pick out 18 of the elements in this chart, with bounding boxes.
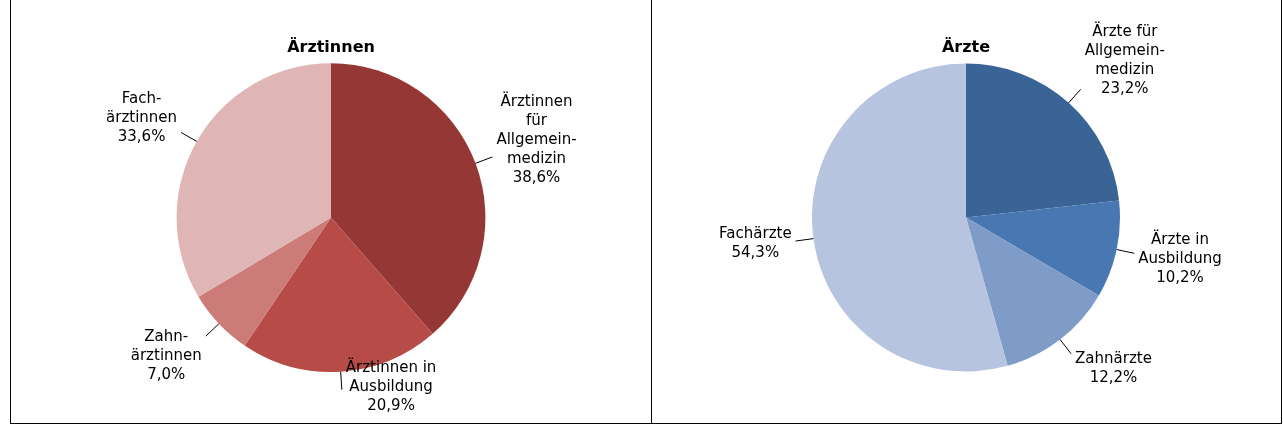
slice-label: Ärzte in Ausbildung — [1138, 229, 1222, 268]
data-label: 54,3% — [731, 243, 780, 262]
slice-label: Ärztinnen in Ausbildung — [345, 357, 437, 396]
slice-label: Ärztinnen für Allgemein- medizin — [496, 91, 577, 168]
data-label: 23,2% — [1100, 79, 1149, 98]
slice-label: Ärzte für Allgemein- medizin — [1084, 21, 1165, 79]
slice-label: Fach- ärztinnen — [106, 89, 178, 127]
data-label: 38,6% — [512, 168, 561, 187]
slice-label: Zahn- ärztinnen — [130, 326, 202, 364]
data-label: 12,2% — [1089, 368, 1138, 387]
data-label: 7,0% — [147, 364, 186, 383]
slice-label: Zahnärzte — [1075, 349, 1152, 368]
data-label: 10,2% — [1156, 268, 1204, 287]
data-label: 33,6% — [117, 127, 166, 146]
chart-title: Ärztinnen — [287, 36, 375, 56]
slice-label: Fachärzte — [719, 224, 792, 243]
data-label: 20,9% — [367, 396, 415, 415]
text: Ärzte — [941, 36, 991, 56]
